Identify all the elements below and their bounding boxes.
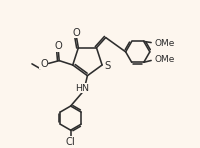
Text: Cl: Cl <box>66 137 76 147</box>
Text: O: O <box>72 28 80 38</box>
Text: OMe: OMe <box>155 39 175 48</box>
Text: O: O <box>55 41 62 51</box>
Text: HN: HN <box>75 84 89 93</box>
Text: S: S <box>104 61 110 71</box>
Text: OMe: OMe <box>155 56 175 65</box>
Text: O: O <box>40 59 48 69</box>
